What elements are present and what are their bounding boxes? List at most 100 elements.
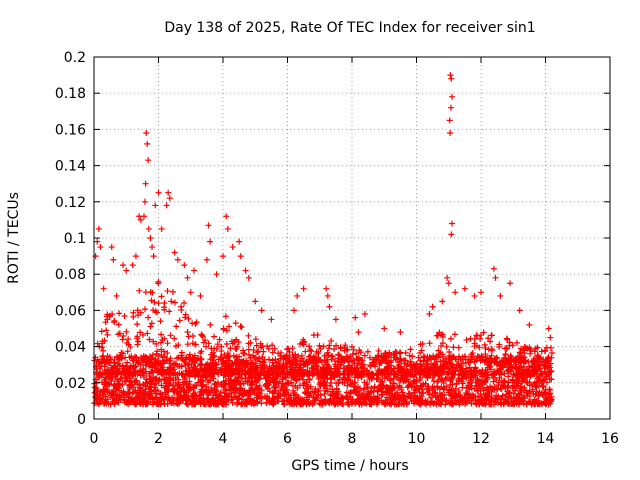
data-point [151, 299, 158, 306]
data-point [151, 387, 158, 394]
data-point [146, 336, 153, 343]
data-point [256, 355, 263, 362]
data-point [438, 397, 445, 404]
data-point [154, 348, 161, 355]
data-point [479, 397, 486, 404]
data-point [390, 380, 397, 387]
data-point [332, 361, 339, 368]
data-point [203, 343, 210, 350]
data-point [280, 400, 287, 407]
data-point [113, 292, 120, 299]
data-point [174, 395, 181, 402]
data-point [254, 377, 261, 384]
grid [94, 57, 610, 419]
data-point [485, 362, 492, 369]
data-point [160, 369, 167, 376]
data-point [300, 285, 307, 292]
data-point [487, 355, 494, 362]
data-point [450, 344, 457, 351]
y-tick-label: 0.08 [55, 267, 86, 283]
data-point [467, 358, 474, 365]
data-point [290, 307, 297, 314]
data-point [235, 338, 242, 345]
data-point [147, 368, 154, 375]
data-point [161, 306, 168, 313]
data-point [381, 325, 388, 332]
data-point [495, 368, 502, 375]
data-point [452, 289, 459, 296]
data-point [471, 343, 478, 350]
data-point [515, 401, 522, 408]
data-point [229, 244, 236, 251]
data-point [463, 336, 470, 343]
data-point [115, 360, 122, 367]
data-point [431, 389, 438, 396]
data-point [541, 390, 548, 397]
data-point [154, 369, 161, 376]
data-point [305, 371, 312, 378]
data-point [312, 397, 319, 404]
data-point [143, 130, 150, 137]
data-point [431, 354, 438, 361]
data-point [171, 299, 178, 306]
data-point [396, 393, 402, 400]
data-point [150, 253, 157, 260]
data-point [189, 320, 196, 327]
data-point [136, 213, 143, 220]
y-tick-label: 0.16 [55, 122, 86, 138]
data-point [317, 346, 324, 353]
data-point [126, 371, 133, 378]
data-point [274, 366, 281, 373]
data-point [145, 314, 152, 321]
data-point [220, 401, 227, 408]
data-point [123, 339, 130, 346]
data-point [417, 341, 424, 348]
data-point [184, 393, 191, 400]
data-point [128, 379, 135, 386]
data-point [522, 357, 529, 364]
data-point [351, 374, 358, 381]
data-point [451, 331, 458, 338]
data-point [443, 397, 450, 404]
data-point [304, 361, 311, 368]
data-point [328, 352, 335, 359]
data-point [210, 333, 217, 340]
data-point [403, 377, 410, 384]
data-point [306, 376, 313, 383]
data-point [279, 364, 286, 371]
data-point [142, 382, 149, 389]
data-point [232, 320, 239, 327]
data-point [115, 396, 122, 403]
data-point [272, 380, 279, 387]
data-point [507, 280, 514, 287]
data-point [371, 383, 378, 390]
data-point [238, 324, 245, 331]
data-point [333, 385, 340, 392]
data-point [227, 345, 234, 352]
data-point [421, 354, 428, 361]
data-point [137, 372, 144, 379]
data-point [321, 390, 328, 397]
data-point [223, 341, 230, 348]
data-point [324, 388, 331, 395]
data-point [164, 287, 171, 294]
data-point [207, 368, 214, 375]
data-point [290, 382, 297, 389]
data-point [498, 385, 505, 392]
data-point [148, 354, 155, 361]
data-point [327, 376, 334, 383]
data-point [237, 253, 244, 260]
data-point [245, 391, 252, 398]
data-point [185, 315, 192, 322]
data-point [123, 400, 130, 406]
data-point [445, 366, 452, 373]
data-point [134, 321, 141, 328]
data-point [221, 351, 228, 358]
data-point [146, 383, 153, 390]
data-point [198, 366, 205, 373]
data-point [387, 395, 394, 402]
data-point [310, 393, 317, 400]
data-point [409, 368, 416, 375]
data-point [258, 387, 265, 394]
data-point [417, 394, 424, 401]
